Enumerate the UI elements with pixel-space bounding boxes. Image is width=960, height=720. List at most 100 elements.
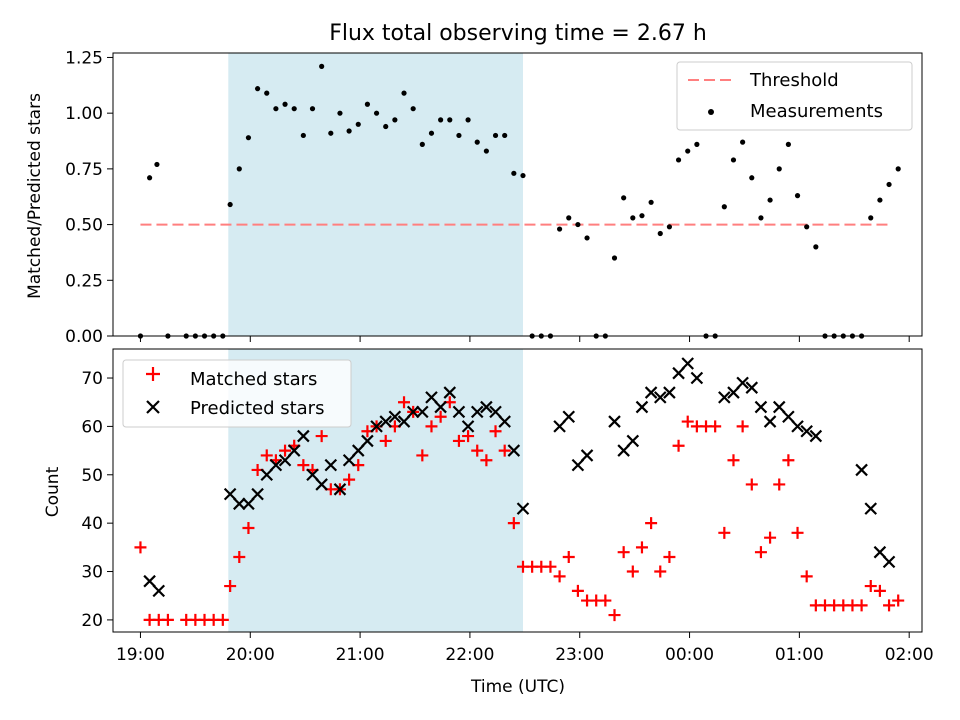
matched-star-point [617,546,630,559]
ratio-y-tick-label: 0.00 [65,327,103,347]
measurement-point [355,121,361,127]
matched-star-point [553,570,566,583]
ratio-y-tick-label: 0.75 [65,160,103,180]
matched-star-point [855,599,868,612]
predicted-star-point [580,449,594,462]
matched-star-point [800,570,813,583]
measurement-point [373,110,380,116]
predicted-star-point [242,497,255,511]
measurement-point [758,215,764,221]
predicted-star-point [864,502,878,515]
legend-threshold-label: Threshold [749,70,839,91]
measurement-point [154,161,160,168]
predicted-star-point [608,415,621,428]
measurement-point [236,166,242,172]
measurement-point [611,255,618,261]
ratio-x-ticks [139,336,910,342]
ratio-y-tick-label: 0.25 [65,271,103,291]
predicted-star-point [882,555,896,569]
predicted-star-point [809,429,823,443]
matched-star-point [398,396,411,409]
predicted-star-point [260,468,274,482]
measurement-point [465,117,471,123]
measurement-point [282,101,288,107]
matched-star-point [562,551,575,564]
matched-star-point [791,526,804,539]
measurement-point [886,181,892,188]
matched-star-point [873,584,886,597]
matched-star-point [260,449,273,462]
matched-star-point [224,580,237,593]
count-legend-box [122,359,352,428]
predicted-star-point [653,391,667,404]
legend-predicted-label: Predicted stars [190,398,324,419]
count-x-tick-label: 00:00 [665,645,714,665]
count-x-tick-label: 01:00 [775,645,824,665]
measurement-point [776,166,782,172]
measurement-point [520,172,526,179]
measurement-point [566,215,572,221]
measurement-point [694,141,700,147]
predicted-star-point [406,405,420,419]
matched-star-point [498,444,511,457]
predicted-star-point [663,386,676,399]
matched-star-point [425,420,438,433]
measurement-point [868,215,874,221]
matched-star-point [544,560,557,573]
measurement-point [721,204,727,210]
measurement-point [813,244,819,250]
predicted-star-point [727,386,740,399]
predicted-star-point [763,415,777,428]
matched-star-point [507,517,520,530]
measurement-point [364,101,371,107]
measurement-point [291,106,297,112]
measurement-point [730,157,737,163]
predicted-star-point [251,487,264,501]
measurement-point [410,106,416,112]
predicted-star-point [333,483,347,496]
matched-star-point [718,526,731,539]
count-y-tick-label: 30 [81,563,103,583]
ratio-legend: Threshold Measurements [676,61,913,131]
measurement-point [785,141,791,147]
legend-measurements-swatch [708,109,714,115]
measurement-point [675,157,682,163]
predicted-star-point [397,415,411,428]
measurement-point [328,130,334,136]
x-axis-label: Time (UTC) [470,677,565,697]
matched-star-point [599,594,612,607]
matched-star-point [315,430,328,443]
predicted-star-point [388,410,402,424]
ratio-y-axis-label: Matched/Predicted stars [25,93,45,299]
measurement-point [147,175,153,181]
measurement-point [264,90,270,96]
count-x-tick-label: 19:00 [116,645,165,665]
measurement-point [300,132,306,139]
matched-star-point [654,565,667,578]
matched-star-point [727,454,740,467]
matched-star-point [773,478,786,491]
measurement-point [511,170,517,176]
matched-star-point [883,599,896,612]
predicted-star-point [461,420,475,433]
ratio-y-ticks: 0.00 0.25 0.50 0.75 1.00 1.25 [65,48,113,347]
measurement-point [657,230,663,237]
measurement-points [137,63,901,339]
predicted-star-point [635,400,649,414]
measurement-point [245,135,252,141]
predicted-star-point [152,584,166,598]
matched-star-point [489,425,502,438]
legend-predicted-swatch [146,400,160,414]
measurement-point [346,128,352,134]
predicted-star-point [287,444,301,457]
measurement-point [309,106,316,112]
matched-star-point [434,410,447,423]
predicted-star-point [644,386,658,399]
count-panel: 20 30 40 50 60 70 19:00 20:00 21:00 22:00 23:00 00… [43,348,934,697]
measurement-point [401,90,407,96]
matched-star-point [645,517,658,530]
measurement-point [767,197,773,203]
predicted-star-point [223,487,237,501]
measurement-point [666,224,673,230]
matched-star-point [864,580,877,593]
